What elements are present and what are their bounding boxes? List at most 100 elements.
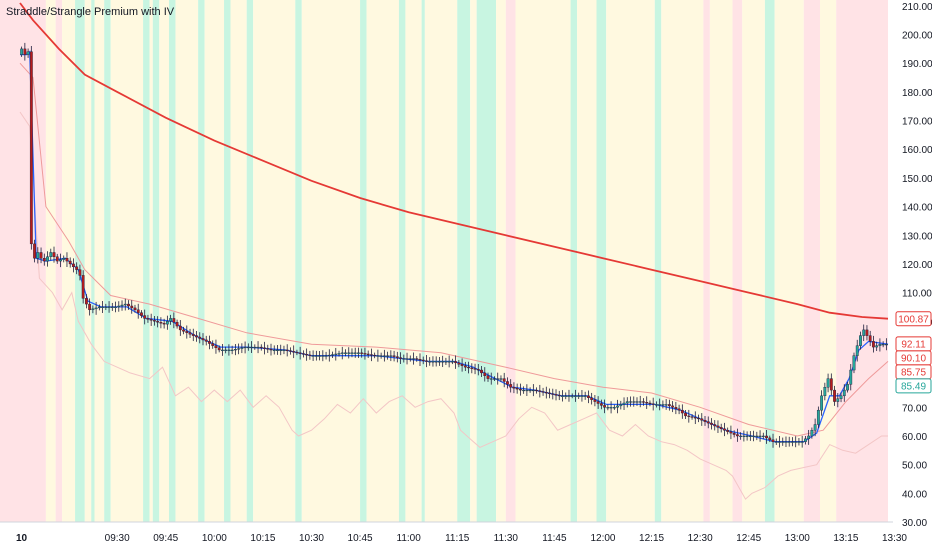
background-band-green [476, 0, 497, 522]
candle [130, 305, 134, 309]
candle [820, 395, 824, 411]
candle [667, 404, 671, 407]
candle [208, 341, 211, 344]
candle [684, 412, 687, 417]
candle [742, 435, 746, 437]
candle [201, 338, 205, 341]
candle [729, 431, 733, 434]
candle [768, 437, 772, 441]
candle [327, 354, 331, 357]
candle [172, 318, 176, 323]
candle [787, 441, 791, 443]
candle [807, 435, 811, 440]
candle [816, 409, 820, 425]
candle [765, 435, 768, 439]
candle [489, 378, 493, 380]
candle [473, 368, 477, 370]
price-label: 92.11 [901, 339, 926, 350]
candle [716, 425, 720, 428]
background-band-green [143, 0, 150, 522]
background-band-red [803, 0, 820, 522]
candle [272, 349, 276, 351]
candle [107, 306, 111, 308]
x-tick-label: 09:45 [153, 533, 178, 544]
candle [541, 391, 545, 393]
candle [823, 387, 827, 397]
candle [253, 346, 257, 349]
candle [635, 401, 639, 403]
candle [211, 343, 215, 346]
candle [771, 439, 775, 442]
candle [395, 356, 399, 358]
x-tick-label: 10:15 [250, 533, 275, 544]
candle [476, 369, 480, 371]
background-band-yellow [405, 0, 422, 522]
candle [625, 401, 629, 404]
candle [710, 422, 713, 425]
candle [263, 347, 266, 349]
candle [42, 257, 46, 262]
candle [755, 435, 759, 437]
candle [308, 354, 312, 356]
candle [577, 395, 581, 397]
background-band-yellow [159, 0, 169, 522]
candle [642, 401, 645, 403]
candle [836, 398, 840, 402]
candle [185, 331, 189, 333]
background-band-yellow [742, 0, 765, 522]
candle [347, 352, 351, 354]
candle [855, 345, 859, 356]
y-tick-label: 180.00 [902, 88, 932, 99]
background-band-yellow [515, 0, 571, 522]
candle [758, 435, 762, 437]
candle [622, 402, 626, 405]
candle [36, 252, 40, 259]
candle [97, 306, 101, 309]
candle [518, 388, 522, 391]
candle [774, 441, 778, 443]
candle [379, 355, 383, 357]
candle [321, 355, 325, 357]
candle [596, 401, 600, 404]
candle [690, 416, 694, 418]
x-tick-date-label: 10 [16, 533, 28, 544]
candle [719, 427, 723, 430]
x-tick-label: 12:30 [688, 533, 713, 544]
candle [175, 322, 179, 327]
candle [421, 359, 425, 361]
candle [120, 304, 124, 307]
candle [39, 252, 43, 259]
candle [237, 348, 241, 350]
candle [570, 395, 574, 397]
candle [833, 389, 836, 402]
candle [651, 403, 655, 405]
x-tick-label: 11:45 [542, 533, 567, 544]
candle [117, 305, 121, 308]
candle [561, 395, 564, 397]
candle [324, 355, 328, 357]
candle [548, 392, 551, 394]
y-tick-label: 110.00 [902, 289, 932, 300]
candle [745, 435, 749, 437]
candle [661, 404, 665, 406]
y-tick-label: 140.00 [902, 203, 932, 214]
candle [800, 441, 804, 443]
background-band-yellow [774, 0, 804, 522]
background-band-green [198, 0, 205, 522]
candle [486, 375, 490, 379]
candle [104, 306, 108, 308]
candle [638, 401, 642, 403]
candle [515, 387, 519, 390]
price-label: 85.75 [901, 367, 926, 378]
candle [875, 345, 879, 348]
candle [713, 424, 717, 427]
candle [593, 399, 597, 402]
candle [188, 332, 192, 335]
candle [655, 404, 658, 406]
background-band-yellow [84, 0, 92, 522]
candle [804, 438, 807, 442]
candle [46, 256, 49, 262]
background-band-green [246, 0, 254, 522]
candle [726, 430, 730, 432]
